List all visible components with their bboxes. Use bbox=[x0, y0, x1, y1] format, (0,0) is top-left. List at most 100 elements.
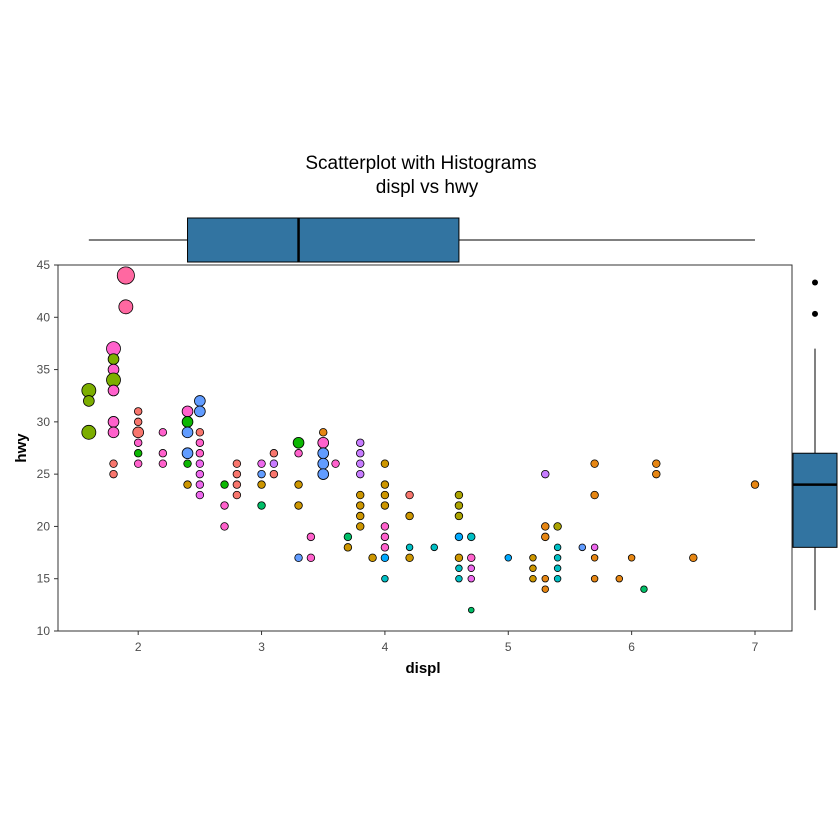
data-point bbox=[158, 428, 168, 437]
data-point bbox=[541, 522, 550, 531]
data-point bbox=[430, 543, 438, 552]
x-axis-title: displ bbox=[405, 660, 440, 677]
data-point bbox=[590, 574, 599, 583]
data-point bbox=[553, 522, 562, 531]
data-point bbox=[195, 428, 205, 437]
data-point bbox=[467, 564, 475, 572]
data-point bbox=[317, 447, 330, 460]
data-point bbox=[356, 469, 365, 479]
data-point bbox=[553, 564, 562, 572]
data-point bbox=[553, 554, 562, 562]
data-point bbox=[405, 511, 414, 521]
data-point bbox=[194, 405, 206, 418]
data-point bbox=[356, 438, 365, 447]
data-point bbox=[232, 480, 242, 489]
x-tick-label: 6 bbox=[628, 640, 635, 654]
data-point bbox=[380, 459, 390, 468]
data-point bbox=[257, 469, 266, 479]
data-point bbox=[331, 459, 340, 468]
data-point bbox=[467, 574, 475, 583]
y-tick-label: 10 bbox=[37, 624, 51, 638]
data-point bbox=[257, 501, 266, 510]
data-point bbox=[468, 606, 475, 614]
data-point bbox=[454, 532, 464, 542]
data-point bbox=[294, 553, 303, 562]
data-point bbox=[107, 353, 120, 365]
data-point bbox=[195, 438, 205, 447]
data-point bbox=[467, 532, 476, 542]
data-point bbox=[615, 574, 624, 583]
data-point bbox=[454, 501, 464, 510]
data-point bbox=[380, 490, 390, 500]
y-tick-label: 30 bbox=[37, 415, 51, 429]
data-point bbox=[133, 459, 143, 468]
y-tick-label: 25 bbox=[37, 467, 51, 481]
data-point bbox=[380, 522, 390, 531]
y-tick-label: 35 bbox=[37, 363, 51, 377]
data-point bbox=[356, 449, 365, 458]
x-axis: 2 3 4 5 6 7 bbox=[135, 631, 759, 654]
data-point bbox=[541, 532, 550, 542]
data-point bbox=[195, 449, 205, 458]
marginal-boxplot-x bbox=[88, 217, 755, 263]
data-point bbox=[132, 426, 144, 439]
data-point bbox=[541, 469, 550, 479]
data-point bbox=[640, 585, 648, 593]
data-point bbox=[553, 574, 562, 583]
data-point bbox=[118, 299, 134, 315]
x-tick-label: 7 bbox=[752, 640, 759, 654]
data-point bbox=[294, 449, 303, 458]
data-point bbox=[578, 543, 587, 552]
data-point bbox=[195, 480, 205, 489]
y-tick-label: 20 bbox=[37, 519, 51, 533]
data-point bbox=[356, 459, 365, 468]
x-tick-label: 2 bbox=[135, 640, 142, 654]
data-point bbox=[455, 574, 463, 583]
data-point bbox=[181, 416, 194, 428]
data-point bbox=[553, 543, 562, 552]
y-axis-title: hwy bbox=[13, 433, 30, 463]
data-point bbox=[380, 501, 390, 510]
data-point bbox=[133, 407, 143, 416]
data-point bbox=[455, 564, 463, 572]
data-point bbox=[133, 449, 143, 458]
data-point bbox=[232, 459, 242, 468]
data-point bbox=[590, 554, 599, 562]
data-point bbox=[405, 490, 414, 500]
y-tick-label: 15 bbox=[37, 572, 51, 586]
data-point bbox=[504, 554, 512, 562]
y-tick-label: 45 bbox=[37, 258, 51, 272]
data-point bbox=[195, 459, 205, 468]
data-point bbox=[158, 449, 168, 458]
data-point bbox=[294, 480, 303, 489]
data-point bbox=[368, 553, 377, 562]
data-point bbox=[158, 459, 168, 468]
data-point bbox=[183, 480, 192, 489]
data-point bbox=[220, 522, 229, 531]
boxplot-x-box bbox=[187, 217, 460, 263]
data-point bbox=[306, 553, 316, 562]
data-point bbox=[454, 553, 464, 562]
chart-title: Scatterplot with Histograms bbox=[305, 153, 536, 174]
boxplot-y-box bbox=[792, 452, 838, 548]
y-axis: 10 15 20 25 30 35 40 45 bbox=[37, 258, 58, 638]
data-point bbox=[590, 490, 599, 500]
data-point bbox=[109, 469, 118, 479]
data-point bbox=[319, 428, 328, 437]
data-point bbox=[356, 511, 365, 521]
data-point bbox=[107, 426, 120, 439]
data-point bbox=[317, 436, 330, 449]
data-point bbox=[590, 459, 599, 468]
x-tick-label: 4 bbox=[382, 640, 389, 654]
data-point bbox=[317, 457, 330, 470]
scatter-points bbox=[81, 266, 760, 614]
x-tick-label: 3 bbox=[258, 640, 265, 654]
data-point bbox=[356, 522, 365, 531]
data-point bbox=[195, 469, 205, 479]
data-point bbox=[292, 436, 305, 449]
data-point bbox=[317, 468, 330, 480]
data-point bbox=[107, 416, 120, 428]
data-point bbox=[405, 553, 414, 562]
data-point bbox=[343, 543, 353, 552]
